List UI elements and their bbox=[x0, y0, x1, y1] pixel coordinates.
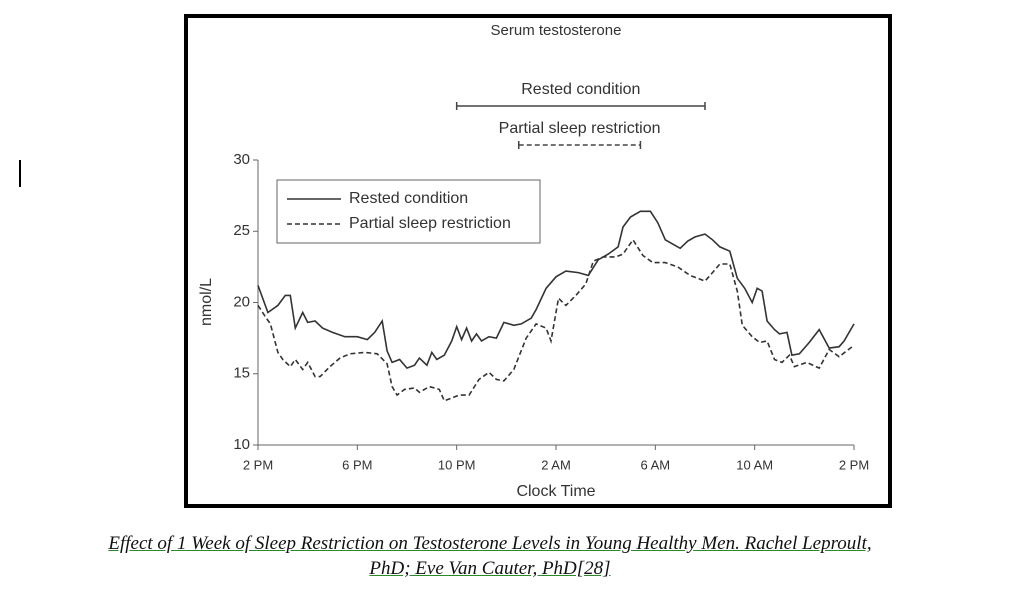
chart-title: Serum testosterone bbox=[491, 22, 622, 39]
x-tick-label: 6 AM bbox=[641, 457, 671, 472]
x-tick-label: 2 PM bbox=[243, 457, 273, 472]
legend-label: Partial sleep restriction bbox=[349, 215, 511, 232]
chart-frame bbox=[184, 14, 892, 508]
chart: Serum testosterone Clock Time nmol/L 10 1… bbox=[184, 14, 892, 508]
y-tick-label: 10 bbox=[233, 436, 250, 453]
x-axis-label: Clock Time bbox=[516, 483, 595, 500]
caption-line: PhD; Eve Van Cauter, PhD[28] bbox=[369, 558, 611, 579]
caption-line: Effect of 1 Week of Sleep Restriction on… bbox=[108, 533, 872, 554]
annotation-label: Partial sleep restriction bbox=[499, 120, 661, 137]
x-tick-label: 2 PM bbox=[839, 457, 869, 472]
legend-label: Rested condition bbox=[349, 190, 468, 207]
annotation-label: Rested condition bbox=[521, 81, 640, 98]
series-line bbox=[257, 238, 855, 402]
y-tick-label: 15 bbox=[233, 365, 250, 382]
y-tick-label: 25 bbox=[233, 222, 250, 239]
y-tick-label: 30 bbox=[233, 151, 250, 168]
series-line bbox=[257, 210, 855, 370]
x-tick-label: 2 AM bbox=[541, 457, 571, 472]
x-tick-label: 6 PM bbox=[342, 457, 372, 472]
legend-box bbox=[276, 179, 541, 244]
x-tick-label: 10 PM bbox=[438, 457, 476, 472]
x-tick-label: 10 AM bbox=[736, 457, 773, 472]
y-axis-label: nmol/L bbox=[198, 278, 215, 326]
text-cursor bbox=[19, 160, 21, 187]
y-tick-label: 20 bbox=[233, 293, 250, 310]
